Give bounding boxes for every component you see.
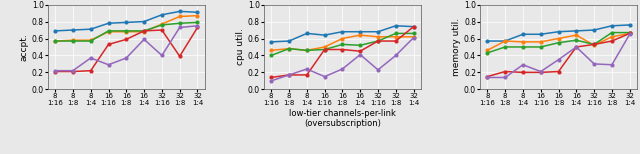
Y-axis label: memory util.: memory util. <box>452 18 461 76</box>
Y-axis label: cpu util.: cpu util. <box>236 28 245 65</box>
X-axis label: low-tier channels-per-link
(oversubscription): low-tier channels-per-link (oversubscrip… <box>289 109 396 128</box>
Y-axis label: accpt.: accpt. <box>20 33 29 61</box>
